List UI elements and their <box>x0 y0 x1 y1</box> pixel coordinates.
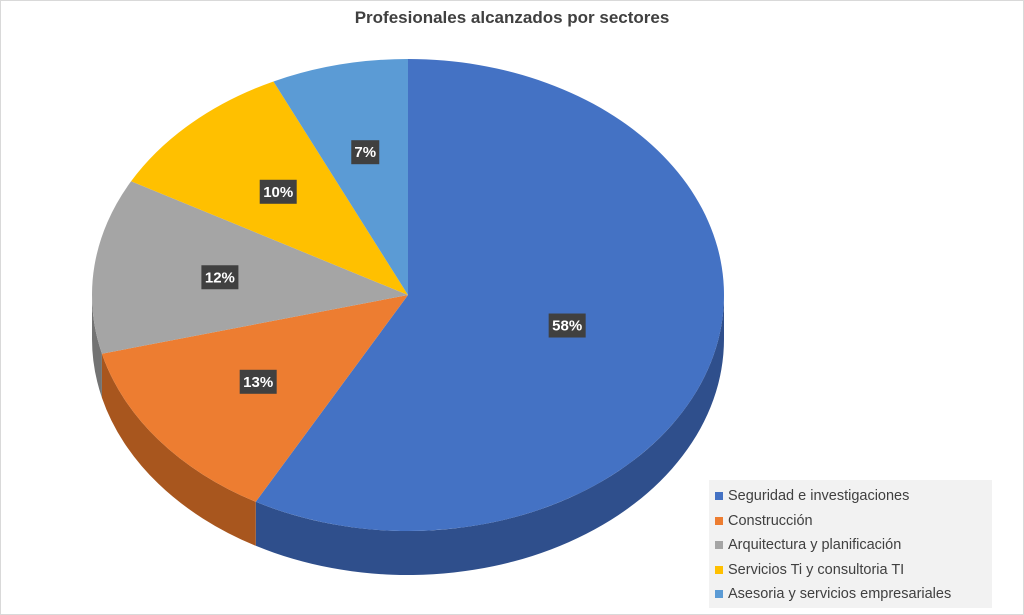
slice-arquitectura-y-planificacion <box>92 181 408 354</box>
legend-label: Asesoria y servicios empresariales <box>728 586 952 603</box>
slice-construccion <box>101 295 408 502</box>
data-label-arquitectura-y-planificacion: 12% <box>201 265 239 290</box>
data-label-box <box>548 313 586 338</box>
data-label-text: 7% <box>354 144 376 161</box>
pie-sides <box>92 295 724 575</box>
data-label-box <box>239 369 277 394</box>
legend-swatch <box>715 590 723 599</box>
legend-label: Arquitectura y planificación <box>728 537 902 554</box>
data-label-box <box>201 265 239 290</box>
legend-label: Seguridad e investigaciones <box>728 488 910 505</box>
slice-side-construccion <box>101 353 256 546</box>
legend-item-seguridad-e-investigaciones: Seguridad e investigaciones <box>715 484 992 509</box>
legend-item-servicios-ti-y-consultoria-ti: Servicios Ti y consultoria TI <box>715 558 992 583</box>
legend: Seguridad e investigaciones Construcción A… <box>709 480 992 608</box>
legend-label: Servicios Ti y consultoria TI <box>728 561 905 578</box>
chart-title: Profesionales alcanzados por sectores <box>354 8 670 27</box>
data-label-text: 13% <box>243 374 273 391</box>
data-label-servicios-ti-y-consultoria-ti: 10% <box>259 179 297 204</box>
data-label-construccion: 13% <box>239 369 277 394</box>
data-label-text: 58% <box>552 318 582 335</box>
legend-swatch <box>715 565 723 574</box>
data-labels: 58% 13% 12% 10% 7% <box>201 140 586 394</box>
pie-slices <box>92 59 724 531</box>
legend-swatch <box>715 541 723 550</box>
data-label-box <box>259 179 297 204</box>
legend-label: Construcción <box>728 512 813 529</box>
legend-swatch <box>715 516 723 525</box>
slice-side-seguridad-e-investigaciones <box>255 295 724 575</box>
data-label-text: 10% <box>263 184 293 201</box>
legend-item-asesoria-y-servicios-empresariales: Asesoria y servicios empresariales <box>715 582 992 607</box>
slice-seguridad-e-investigaciones <box>255 59 724 531</box>
legend-item-construccion: Construcción <box>715 509 992 534</box>
legend-item-arquitectura-y-planificacion: Arquitectura y planificación <box>715 533 992 558</box>
data-label-box <box>351 140 380 165</box>
data-label-seguridad-e-investigaciones: 58% <box>548 313 586 338</box>
data-label-asesoria-y-servicios-empresariales: 7% <box>351 140 380 165</box>
slice-asesoria-y-servicios-empresariales <box>273 59 408 295</box>
data-label-text: 12% <box>205 269 235 286</box>
legend-swatch <box>715 492 723 501</box>
slice-side-arquitectura-y-planificacion <box>92 295 102 398</box>
